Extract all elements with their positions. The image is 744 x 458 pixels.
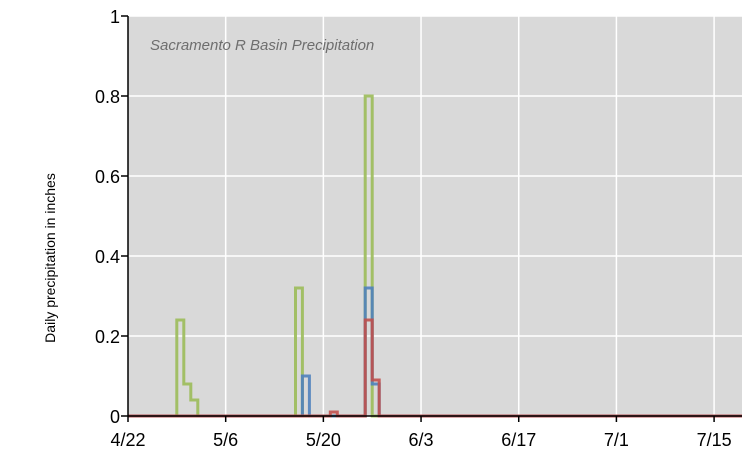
grid-lines xyxy=(128,15,742,416)
series-line-3 xyxy=(128,318,742,418)
y-tick-label: 0.8 xyxy=(95,87,120,107)
y-axis-label: Daily precipitation in inches xyxy=(42,173,58,343)
x-tick-label: 4/22 xyxy=(110,430,145,450)
y-tick-label: 0 xyxy=(110,407,120,427)
x-tick-label: 5/6 xyxy=(213,430,238,450)
axes: 0 0.2 0.4 0.6 0.8 1 4/22 5/6 5/20 6/3 6/17 7/1 7/15 xyxy=(95,7,742,450)
x-tick-label: 7/15 xyxy=(697,430,732,450)
x-tick-label: 7/1 xyxy=(604,430,629,450)
y-tick-label: 0.2 xyxy=(95,327,120,347)
y-tick-label: 0.6 xyxy=(95,167,120,187)
x-tick-label: 6/17 xyxy=(501,430,536,450)
plot-background xyxy=(128,16,742,416)
x-tick-label: 6/3 xyxy=(409,430,434,450)
y-tick-label: 1 xyxy=(110,7,120,27)
y-tick-label: 0.4 xyxy=(95,247,120,267)
chart-title: Sacramento R Basin Precipitation xyxy=(150,37,374,54)
x-tick-label: 5/20 xyxy=(306,430,341,450)
